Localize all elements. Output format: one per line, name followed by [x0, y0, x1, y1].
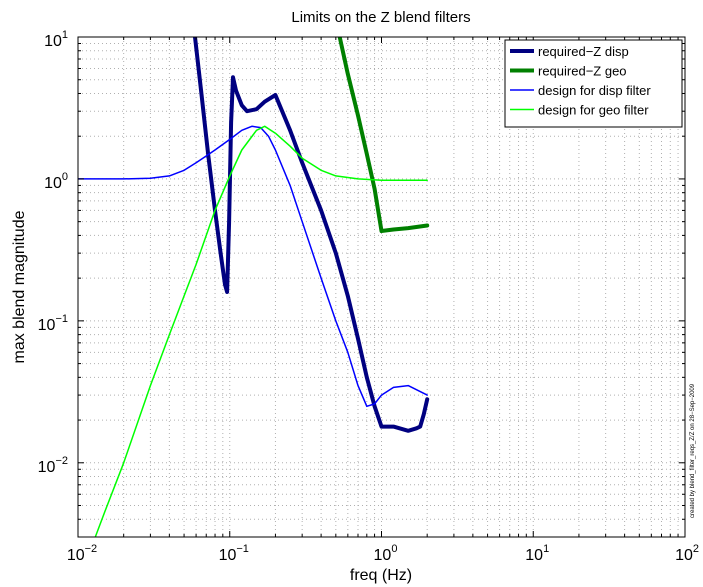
legend-label: design for disp filter — [538, 83, 651, 98]
creation-note: created by blend_filter_reqs_Z/Z on 28−S… — [690, 383, 696, 518]
series-layer — [78, 37, 430, 537]
y-axis-label: max blend magnitude — [11, 210, 28, 363]
x-tick-label: 101 — [525, 543, 549, 564]
x-axis-label: freq (Hz) — [350, 567, 412, 584]
x-tick-label: 102 — [675, 543, 699, 564]
legend: required−Z disp required−Z geo design for … — [504, 39, 683, 128]
tick-labels: 10−2 10−1 100 101 102 10−2 10−1 100 101 — [38, 29, 699, 564]
y-tick-label: 10−2 — [38, 455, 68, 476]
series-line-design-for-geo-filter — [94, 125, 428, 537]
x-tick-label: 10−2 — [67, 543, 97, 564]
x-tick-label: 10−1 — [219, 543, 249, 564]
x-tick-label: 100 — [374, 543, 398, 564]
series-line-required-z-geo — [337, 37, 430, 233]
legend-label: design for geo filter — [538, 103, 649, 118]
grid — [78, 37, 685, 537]
chart-title: Limits on the Z blend filters — [291, 9, 470, 26]
series-line-design-for-disp-filter — [78, 125, 428, 408]
legend-box — [504, 39, 683, 128]
y-tick-label: 101 — [44, 29, 68, 50]
legend-label: required−Z disp — [538, 44, 629, 59]
ticks — [78, 37, 685, 537]
series-line-required-z-disp — [193, 37, 430, 433]
y-tick-label: 10−1 — [38, 313, 68, 334]
legend-label: required−Z geo — [538, 64, 627, 79]
y-tick-label: 100 — [44, 171, 68, 192]
